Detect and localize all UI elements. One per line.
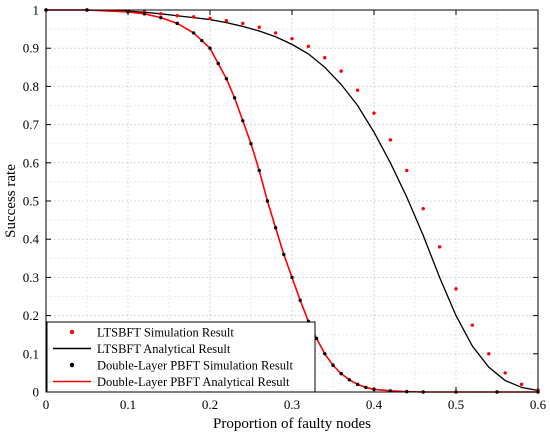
data-point <box>314 336 319 341</box>
y-tick-label: 0.6 <box>23 155 40 170</box>
legend-item: Double-Layer PBFT Analytical Result <box>53 375 290 389</box>
axis-ticks: 0 0.1 0.2 0.3 0.4 0.5 0.6 0 0.1 0.2 0.3 0.4 0.5 0.6 0.… <box>23 3 547 413</box>
data-point <box>273 31 278 35</box>
data-point <box>323 56 327 60</box>
series-1 <box>46 9 539 392</box>
legend: LTSBFT Simulation Result LTSBFT Analytica… <box>46 321 316 393</box>
data-point <box>347 378 352 382</box>
data-point <box>224 77 229 81</box>
data-point <box>216 61 220 66</box>
x-tick-label: 0.3 <box>284 397 300 412</box>
data-point <box>470 323 475 327</box>
x-tick-label: 0 <box>43 397 50 412</box>
data-point <box>290 36 294 41</box>
y-tick-label: 0.8 <box>23 79 39 94</box>
series-group <box>44 8 540 394</box>
x-tick-label: 0.1 <box>120 397 136 412</box>
data-point <box>200 38 204 43</box>
data-point <box>191 15 196 19</box>
series-line <box>46 9 539 392</box>
y-tick-label: 0.1 <box>23 346 39 361</box>
data-point <box>306 44 311 48</box>
x-axis-title: Proportion of faulty nodes <box>213 416 371 432</box>
data-point <box>191 31 196 35</box>
data-point <box>241 119 245 123</box>
y-axis-title: Success rate <box>3 164 19 238</box>
data-point <box>487 352 491 356</box>
data-point <box>454 287 458 291</box>
y-tick-label: 0.7 <box>23 117 40 132</box>
legend-swatch-marker <box>69 329 75 335</box>
data-point <box>519 382 524 387</box>
x-tick-label: 0.2 <box>202 397 218 412</box>
data-point <box>331 363 335 367</box>
legend-swatch-marker <box>69 362 75 368</box>
legend-label: LTSBFT Analytical Result <box>97 342 231 356</box>
data-point <box>364 385 368 390</box>
data-point <box>241 21 245 26</box>
data-point <box>323 352 327 356</box>
data-point <box>405 168 409 173</box>
data-point <box>159 15 163 20</box>
y-tick-label: 0 <box>33 385 40 400</box>
data-point <box>208 46 212 50</box>
x-tick-label: 0.6 <box>530 397 547 412</box>
legend-box <box>46 321 316 393</box>
legend-item: LTSBFT Simulation Result <box>69 326 234 340</box>
legend-item: LTSBFT Analytical Result <box>53 342 231 356</box>
data-point <box>265 199 270 203</box>
y-tick-label: 0.9 <box>23 41 39 56</box>
data-point <box>257 25 261 29</box>
data-point <box>437 245 442 249</box>
data-point <box>372 111 376 115</box>
data-point <box>232 96 237 100</box>
data-point <box>257 168 261 173</box>
x-tick-label: 0.4 <box>366 397 383 412</box>
data-point <box>273 226 278 230</box>
data-point <box>355 88 360 92</box>
data-point <box>503 371 507 375</box>
data-point <box>208 16 212 21</box>
data-point <box>282 252 286 257</box>
data-point <box>355 382 360 387</box>
data-point <box>298 298 302 303</box>
data-point <box>339 69 343 73</box>
data-point <box>159 12 163 16</box>
legend-item: Double-Layer PBFT Simulation Result <box>69 359 293 373</box>
data-point <box>175 14 179 18</box>
legend-label: Double-Layer PBFT Analytical Result <box>97 375 290 389</box>
y-tick-label: 0.3 <box>23 270 39 285</box>
data-point <box>142 12 147 16</box>
legend-label: LTSBFT Simulation Result <box>97 326 234 340</box>
data-point <box>224 18 229 23</box>
data-point <box>421 206 425 211</box>
x-tick-label: 0.5 <box>448 397 464 412</box>
y-tick-label: 0.5 <box>23 194 39 209</box>
data-point <box>175 21 179 26</box>
data-point <box>339 371 343 376</box>
y-tick-label: 0.4 <box>23 232 40 247</box>
y-tick-label: 1 <box>33 3 40 18</box>
y-tick-label: 0.2 <box>23 308 39 323</box>
data-point <box>388 138 393 142</box>
data-point <box>249 142 253 146</box>
data-point <box>290 275 294 280</box>
legend-label: Double-Layer PBFT Simulation Result <box>97 359 293 373</box>
